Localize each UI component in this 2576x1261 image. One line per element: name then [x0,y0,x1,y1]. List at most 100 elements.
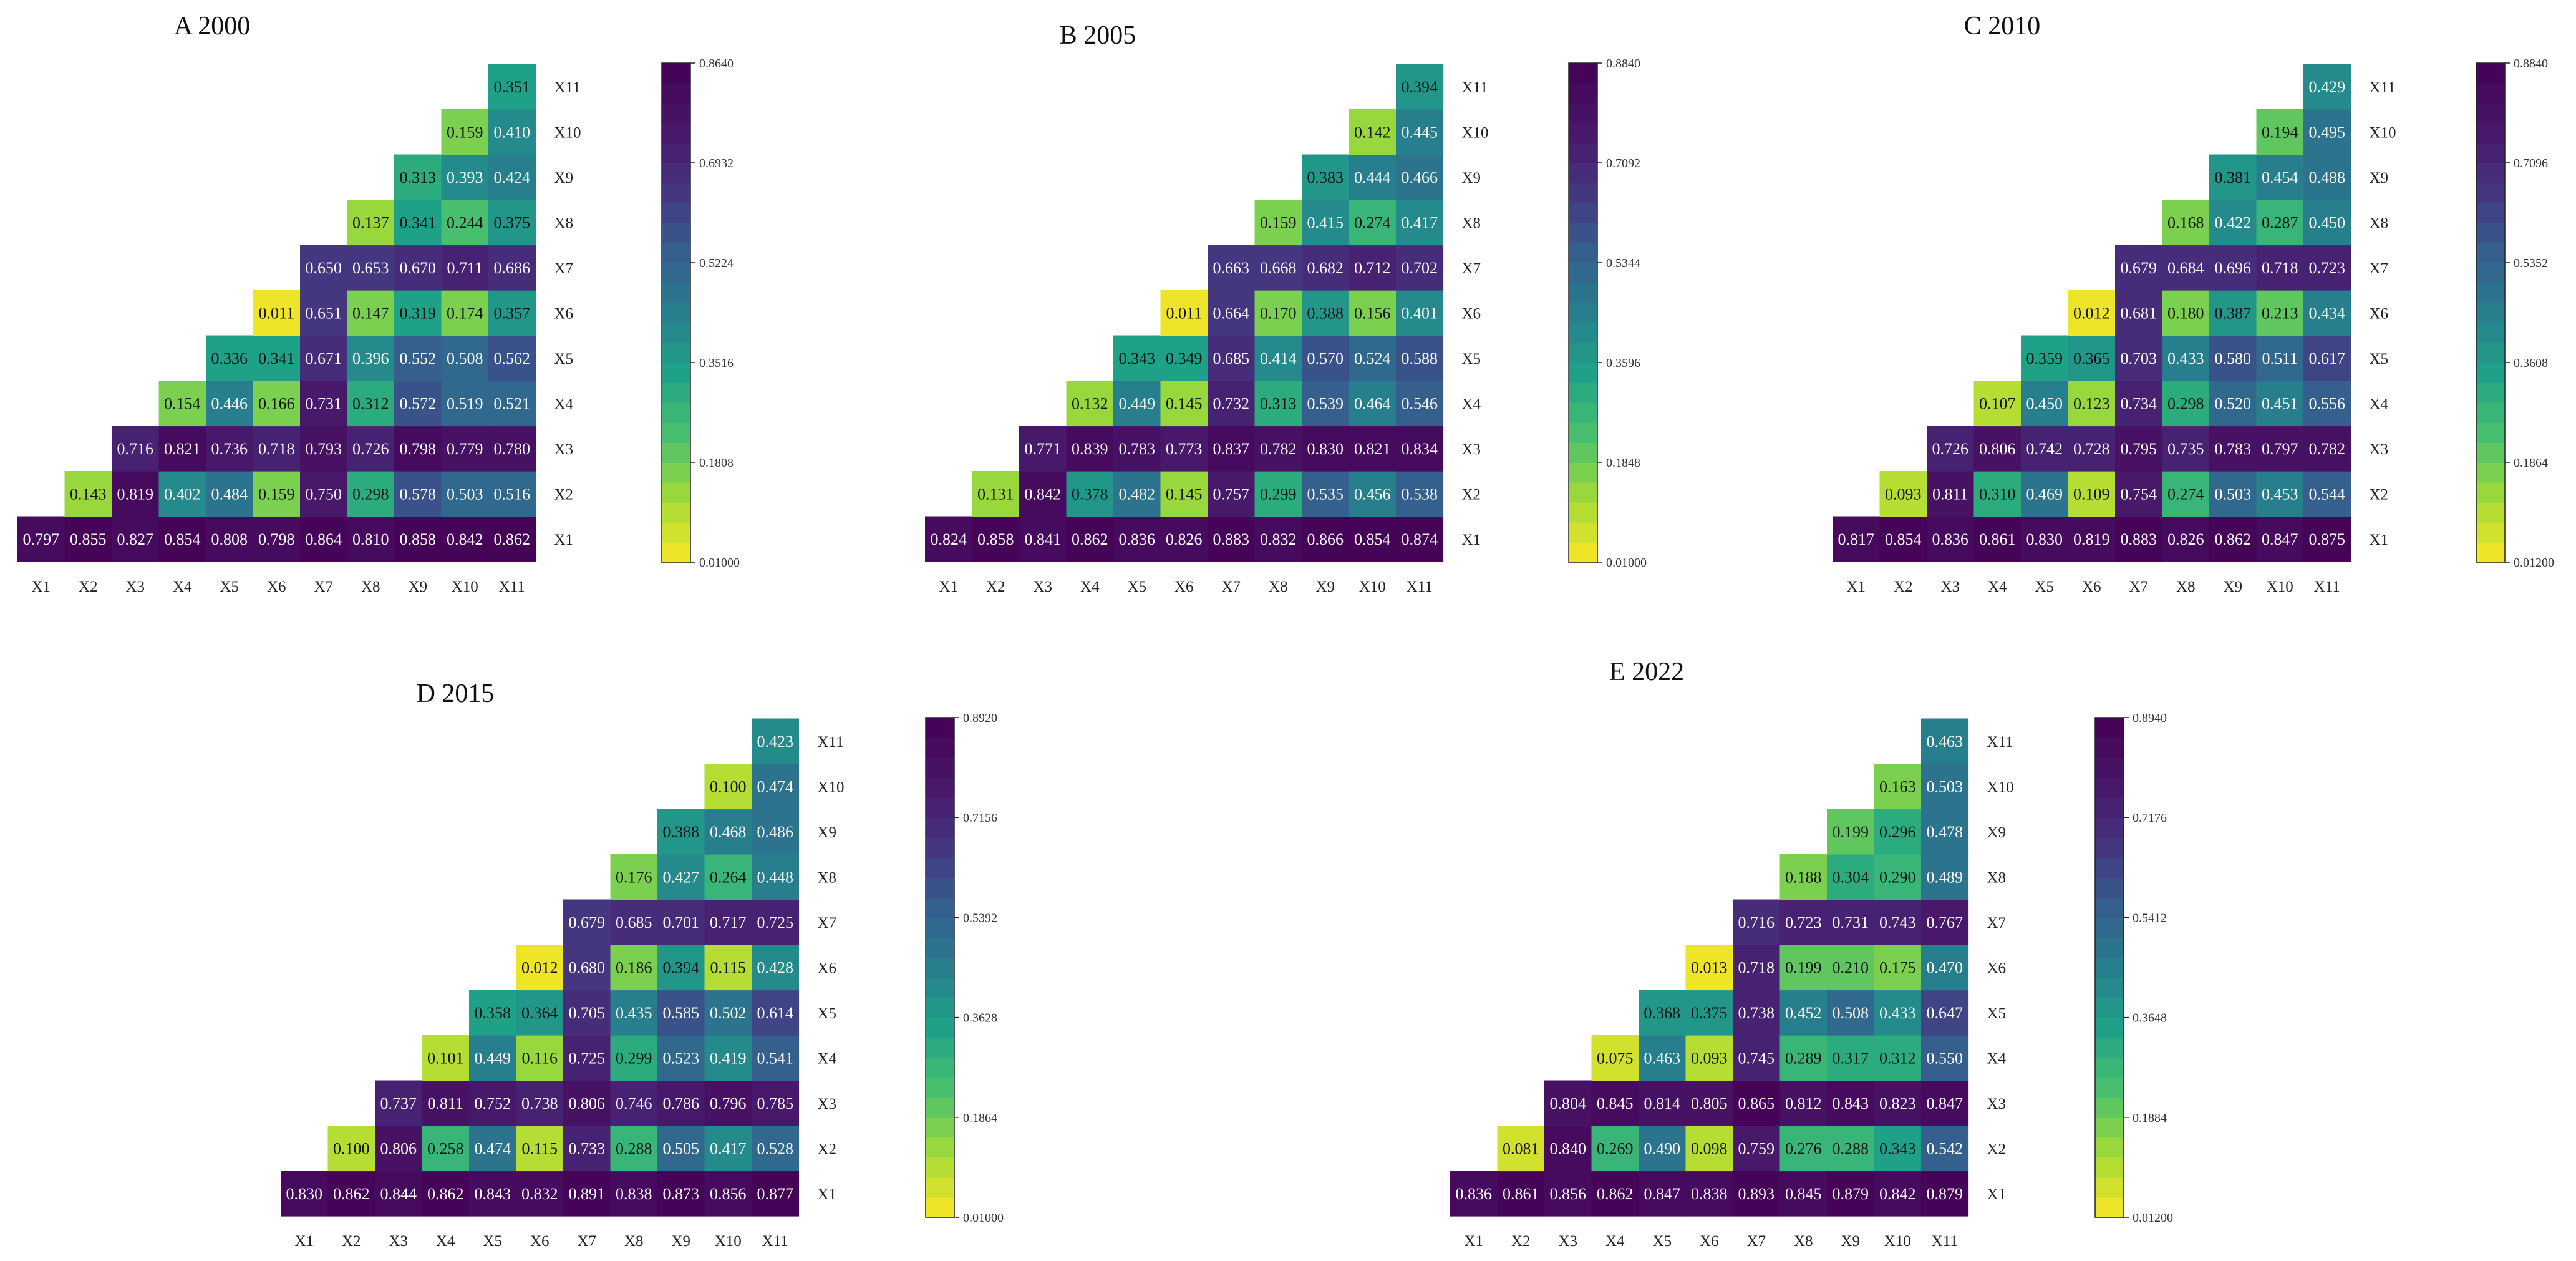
heatmap-cell [347,200,395,246]
heatmap-cell [1396,335,1444,381]
cell-value-label: 0.288 [1833,1139,1869,1157]
heatmap-cell [1113,426,1161,472]
y-axis-tick-label: X1 [1987,1186,2007,1203]
heatmap-cell [1254,516,1302,562]
cell-value-label: 0.696 [2215,259,2252,277]
heatmap-cell [488,64,536,110]
cell-value-label: 0.647 [1927,1004,1963,1022]
heatmap-cell [516,945,564,991]
colorbar-segment [662,363,690,383]
cell-value-label: 0.451 [2262,394,2298,412]
cell-value-label: 0.502 [710,1004,747,1022]
colorbar-segment [1569,382,1597,403]
cell-value-label: 0.830 [286,1185,323,1203]
cell-value-label: 0.797 [23,530,60,548]
y-axis-tick-label: X11 [1987,734,2013,751]
cell-value-label: 0.743 [1879,913,1916,932]
cell-value-label: 0.310 [1979,485,2016,503]
heatmap-cell [1879,516,1927,562]
colorbar-segment [662,303,690,323]
y-axis-tick-label: X11 [818,734,844,751]
heatmap-cell [206,426,254,472]
colorbar-tick-label: 0.8840 [1606,57,1640,71]
heatmap-cell [1685,1126,1733,1172]
heatmap-cell [1879,471,1927,517]
heatmap-cell [488,335,536,381]
cell-value-label: 0.358 [475,1004,511,1022]
heatmap-cell [441,245,489,291]
cell-value-label: 0.213 [2262,304,2298,322]
heatmap-cell [469,1126,517,1172]
heatmap-cell [2256,154,2304,200]
heatmap-cell [1921,1080,1969,1126]
cell-value-label: 0.396 [352,349,389,368]
cell-value-label: 0.123 [2073,394,2110,412]
heatmap-cell [488,154,536,200]
heatmap-cell [2162,335,2210,381]
heatmap-cell [1927,426,1975,472]
cell-value-label: 0.470 [1927,958,1963,976]
cell-value-label: 0.394 [1402,78,1438,96]
heatmap-cell [253,290,301,336]
cell-value-label: 0.541 [757,1049,794,1067]
heatmap-cell [1685,945,1733,991]
colorbar-segment [2095,797,2124,818]
heatmap-cell [488,245,536,291]
cell-value-label: 0.466 [1402,168,1438,187]
heatmap-cell [1396,245,1444,291]
cell-value-label: 0.174 [447,304,483,322]
cell-value-label: 0.468 [710,823,747,841]
y-axis-tick-label: X3 [2370,441,2389,458]
colorbar-segment [1569,203,1597,223]
heatmap-cell [1302,200,1350,246]
heatmap-cell [1544,1171,1592,1217]
cell-value-label: 0.759 [1738,1139,1775,1157]
colorbar-segment [1569,183,1597,203]
heatmap-cell [488,290,536,336]
cell-value-label: 0.199 [1833,823,1869,841]
heatmap-cell [394,381,442,427]
heatmap-panel: A 2000 0.797 0.855 0.827 0.854 0.808 0.798 0.86… [17,12,740,595]
colorbar-segment [2476,83,2505,104]
heatmap-cell [206,471,254,517]
colorbar-tick-label: 0.8640 [699,57,734,71]
colorbar-tick-label: 0.7092 [1606,157,1640,170]
heatmap-cell [1302,245,1350,291]
heatmap-cell [752,1035,800,1081]
cell-value-label: 0.486 [757,823,794,841]
colorbar-segment [2095,718,2124,738]
cell-value-label: 0.838 [616,1185,652,1203]
cell-value-label: 0.269 [1597,1139,1634,1157]
cell-value-label: 0.819 [117,485,154,503]
cell-value-label: 0.341 [258,349,295,368]
cell-value-label: 0.680 [569,958,606,976]
heatmap-cell [1591,1126,1639,1172]
heatmap-cell [1733,945,1781,991]
cell-value-label: 0.734 [2121,394,2157,412]
heatmap-cell [300,426,348,472]
colorbar-tick-label: 0.01200 [2133,1211,2173,1225]
cell-value-label: 0.375 [1691,1004,1728,1022]
colorbar-segment [1569,442,1597,463]
heatmap-cell [441,471,489,517]
colorbar-segment [662,542,690,563]
cell-value-label: 0.735 [2167,440,2204,458]
cell-value-label: 0.542 [1927,1139,1963,1157]
heatmap-cell [2068,471,2116,517]
heatmap-cell [657,945,705,991]
heatmap-cell [657,899,705,945]
cell-value-label: 0.081 [1503,1139,1539,1157]
colorbar-segment [926,1177,954,1198]
y-axis-tick-label: X9 [2370,170,2389,187]
cell-value-label: 0.511 [2262,349,2298,368]
cell-value-label: 0.795 [2121,440,2157,458]
heatmap-cell [1349,290,1397,336]
y-axis-tick-label: X3 [554,441,574,458]
heatmap-cell [347,471,395,517]
heatmap-cell [1066,516,1114,562]
heatmap-cell [158,381,206,427]
heatmap-cell [1160,290,1208,336]
colorbar-segment [1569,323,1597,343]
cell-value-label: 0.556 [2309,394,2346,412]
x-axis-tick-label: X11 [1407,578,1433,595]
